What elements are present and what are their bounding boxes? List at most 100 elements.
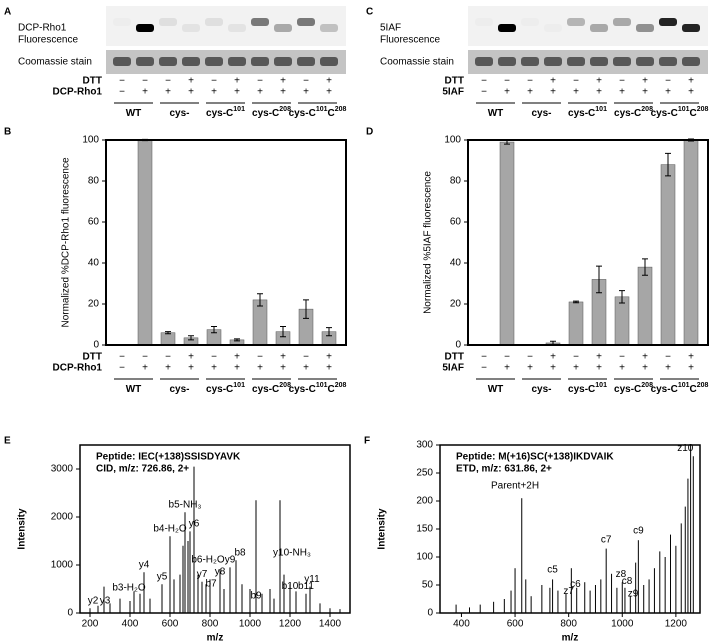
y-tick-label: 100 [82, 135, 99, 146]
group-label-part: cys-C [614, 384, 641, 395]
stain-band [182, 57, 200, 66]
group-label-part: WT [488, 384, 504, 395]
stain-band [567, 57, 585, 66]
bar [160, 332, 176, 346]
group-label: cys- [169, 108, 189, 119]
sign: + [211, 87, 217, 98]
bar [499, 141, 515, 346]
sign: + [188, 363, 194, 374]
sign: + [188, 87, 194, 98]
y-tick-label: 250 [416, 468, 433, 479]
group-label-part: 101 [233, 382, 245, 389]
peak-label: b6-H₂O [191, 555, 225, 566]
panel-letter: E [4, 436, 11, 447]
stain-band [297, 57, 315, 66]
sign: − [504, 76, 510, 87]
sign: + [688, 76, 694, 87]
error-bar [596, 265, 602, 294]
peak-label: y11 [304, 574, 320, 585]
gel-band [274, 24, 292, 32]
gel-band [475, 18, 493, 26]
gel-band [205, 18, 223, 26]
sign: − [142, 76, 148, 87]
sign: − [619, 76, 625, 87]
peak-label: y6 [189, 519, 200, 530]
error-bar [665, 152, 671, 177]
error-bar [165, 331, 171, 335]
sign: − [119, 352, 125, 363]
group-label-part: cys- [169, 384, 189, 395]
stain-band [682, 57, 700, 66]
group-label: cys-C101C208 [289, 106, 347, 118]
sign: − [481, 76, 487, 87]
group-label-part: cys-C [568, 384, 595, 395]
stain-band [544, 57, 562, 66]
sign: + [688, 363, 694, 374]
sign: − [303, 76, 309, 87]
sign: + [573, 363, 579, 374]
y-tick-label: 60 [450, 217, 462, 228]
gel-band [659, 18, 677, 26]
x-tick-label: 800 [202, 619, 219, 630]
sign: + [688, 352, 694, 363]
sign: + [642, 76, 648, 87]
sign: + [234, 363, 240, 374]
sign: + [665, 363, 671, 374]
row-name: DTT [445, 76, 464, 87]
panel-letter: C [366, 7, 373, 18]
group-label: WT [126, 108, 142, 119]
info-text: ETD, m/z: 631.86, 2+ [456, 464, 552, 475]
y-tick-label: 20 [88, 299, 100, 310]
sign: + [596, 87, 602, 98]
sign: − [211, 76, 217, 87]
sign: − [211, 352, 217, 363]
x-tick-label: 1000 [611, 619, 634, 630]
gel-band [498, 24, 516, 32]
group-label-part: 208 [697, 382, 709, 389]
peak-label: c6 [570, 579, 581, 590]
gel-band [251, 18, 269, 26]
gel-band [567, 18, 585, 26]
sign: + [504, 363, 510, 374]
sign: + [527, 363, 533, 374]
y-tick-label: 0 [455, 340, 461, 351]
error-bar [573, 300, 579, 304]
group-label-part: WT [126, 384, 142, 395]
gel-band [544, 24, 562, 32]
group-label-part: cys-C [568, 108, 595, 119]
peak-label: b7 [205, 579, 217, 590]
sign: + [665, 87, 671, 98]
x-tick-label: 400 [122, 619, 139, 630]
gel-label: DCP-Rho1 [18, 23, 67, 34]
x-tick-label: 1200 [279, 619, 302, 630]
stain-band [498, 57, 516, 66]
group-label-part: cys- [169, 108, 189, 119]
stain-band [636, 57, 654, 66]
group-label-part: WT [126, 108, 142, 119]
plot-frame [79, 444, 351, 614]
gel-band [613, 18, 631, 26]
y-tick-label: 20 [450, 299, 462, 310]
group-label: cys-C208 [614, 382, 653, 394]
stain-band [159, 57, 177, 66]
gel-band [590, 24, 608, 32]
sign: − [142, 352, 148, 363]
stain-band [136, 57, 154, 66]
group-label-part: 101 [678, 106, 690, 113]
sign: + [234, 352, 240, 363]
sign: + [550, 352, 556, 363]
peak-label: z10 [677, 443, 694, 454]
stain-band [613, 57, 631, 66]
sign: − [119, 363, 125, 374]
gel-band [182, 24, 200, 32]
row-name: 5IAF [442, 87, 464, 98]
info-text: Peptide: IEC(+138)SSISDYAVK [96, 452, 241, 463]
peak-label: y10-NH₃ [273, 547, 311, 558]
y-tick-label: 1000 [51, 560, 74, 571]
y-tick-label: 150 [416, 524, 433, 535]
stain-band [521, 57, 539, 66]
x-tick-label: 1400 [319, 619, 342, 630]
sign: + [550, 87, 556, 98]
y-tick-label: 50 [422, 580, 434, 591]
